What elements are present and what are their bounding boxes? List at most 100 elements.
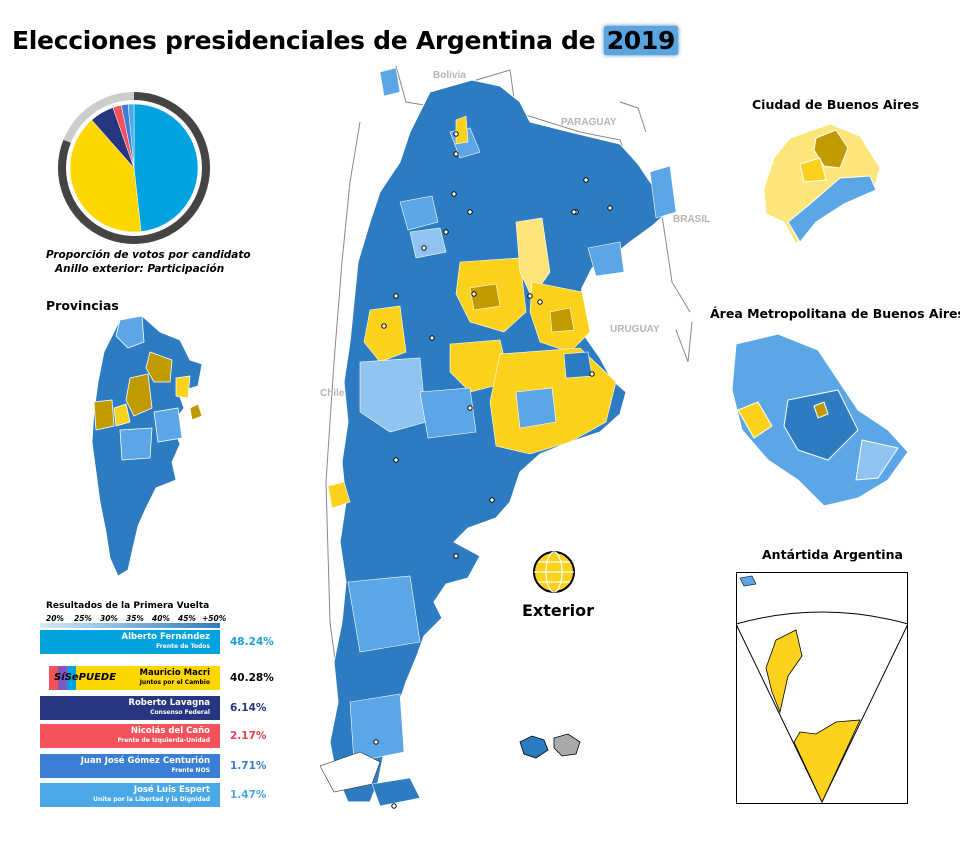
scale-tick: 30% bbox=[100, 614, 118, 623]
province-san-luis bbox=[113, 403, 131, 427]
country-bolivia: Bolivia bbox=[433, 70, 466, 81]
malvinas-east bbox=[553, 733, 581, 757]
province-jujuy-salta bbox=[115, 315, 145, 349]
region-misiones bbox=[649, 165, 677, 219]
city-marker bbox=[471, 291, 477, 297]
amba-dark bbox=[813, 401, 829, 419]
region-jujuy bbox=[379, 67, 401, 97]
city-marker bbox=[537, 299, 543, 305]
candidate-row: Roberto Lavagna Consenso Federal bbox=[40, 696, 220, 720]
scale-tick: +50% bbox=[202, 614, 227, 623]
amba-label: Área Metropolitana de Buenos Aires bbox=[710, 306, 960, 321]
candidate-logo bbox=[40, 783, 100, 807]
region-neuquen-yellow bbox=[327, 481, 351, 509]
candidate-row: Nicolás del Caño Frente de Izquierda-Unid… bbox=[40, 724, 220, 748]
amba-map bbox=[731, 333, 909, 507]
city-marker bbox=[453, 151, 459, 157]
globe-icon bbox=[533, 551, 575, 593]
city-marker bbox=[451, 191, 457, 197]
candidate-party: Frente de Izquierda-Unidad bbox=[117, 737, 210, 744]
city-marker bbox=[583, 177, 589, 183]
candidate-row: Alberto Fernández Frente de Todos bbox=[40, 630, 220, 654]
candidate-name: Roberto Lavagna bbox=[128, 698, 210, 708]
region-tierra-del-fuego bbox=[371, 777, 421, 807]
scale-tick: 35% bbox=[126, 614, 144, 623]
provincias-label: Provincias bbox=[46, 298, 119, 313]
city-marker bbox=[467, 209, 473, 215]
candidate-party: Frente NOS bbox=[171, 767, 210, 774]
scale-tick: 20% bbox=[46, 614, 64, 623]
amba-inner bbox=[783, 389, 859, 461]
region-rosario bbox=[549, 307, 575, 333]
exterior-label: Exterior bbox=[522, 601, 595, 620]
candidate-party: Frente de Todos bbox=[156, 643, 210, 650]
city-marker bbox=[421, 245, 427, 251]
title-text: Elecciones presidenciales de Argentina d… bbox=[12, 26, 604, 55]
country-paraguay: PARAGUAY bbox=[561, 117, 617, 128]
city-marker bbox=[443, 229, 449, 235]
candidate-logo bbox=[40, 754, 100, 778]
province-cordoba bbox=[125, 373, 153, 417]
caba-map bbox=[763, 123, 881, 245]
candidate-name: Mauricio Macri bbox=[139, 668, 210, 678]
scale-gradient bbox=[40, 623, 220, 628]
country-chile: Chile bbox=[320, 388, 345, 399]
region-corrientes bbox=[587, 241, 625, 277]
city-marker bbox=[391, 803, 397, 809]
city-marker bbox=[489, 497, 495, 503]
amba-yellow bbox=[737, 401, 773, 439]
city-marker bbox=[453, 553, 459, 559]
scale-tick: 45% bbox=[178, 614, 196, 623]
candidate-party: Juntos por el Cambio bbox=[139, 679, 210, 686]
macri-logo-text: SíSePUEDE bbox=[54, 672, 117, 683]
candidate-percent: 2.17% bbox=[230, 730, 267, 742]
candidate-name: Juan José Gómez Centurión bbox=[80, 756, 210, 766]
caba-label: Ciudad de Buenos Aires bbox=[752, 97, 920, 112]
city-marker bbox=[381, 323, 387, 329]
candidate-row: Juan José Gómez Centurión Frente NOS bbox=[40, 754, 220, 778]
candidate-name: Nicolás del Caño bbox=[130, 726, 210, 736]
page-title: Elecciones presidenciales de Argentina d… bbox=[12, 26, 679, 55]
turnout-ring bbox=[58, 92, 210, 244]
candidate-name: Alberto Fernández bbox=[121, 632, 210, 642]
city-marker bbox=[373, 739, 379, 745]
province-la-pampa bbox=[119, 427, 153, 461]
amba-light bbox=[855, 439, 899, 481]
antartida-islands bbox=[739, 575, 757, 587]
city-marker bbox=[429, 335, 435, 341]
country-brasil: BRASIL bbox=[673, 214, 711, 225]
candidate-percent: 40.28% bbox=[230, 672, 274, 684]
city-marker bbox=[393, 457, 399, 463]
region-cordoba-dark bbox=[469, 283, 501, 311]
vote-share-pie bbox=[58, 92, 210, 244]
malvinas-islands bbox=[519, 733, 581, 759]
candidate-row: José Luis Espert Unite por la Libertad y … bbox=[40, 783, 220, 807]
city-marker bbox=[467, 405, 473, 411]
province-santa-fe bbox=[145, 351, 173, 383]
candidate-logo bbox=[40, 696, 100, 720]
city-marker bbox=[607, 205, 613, 211]
caba-dark-area bbox=[813, 129, 849, 169]
caba-mid-area bbox=[799, 157, 827, 183]
candidate-row: SíSePUEDE Mauricio Macri Juntos por el Cam… bbox=[40, 666, 220, 690]
candidate-percent: 1.47% bbox=[230, 789, 267, 801]
province-mendoza bbox=[93, 399, 115, 431]
malvinas-west bbox=[519, 735, 549, 759]
candidate-logo: SíSePUEDE bbox=[40, 666, 116, 690]
pie-caption-line1: Proporción de votos por candidato bbox=[46, 249, 251, 261]
pie-slice bbox=[133, 103, 199, 232]
region-santa-cruz bbox=[349, 693, 405, 763]
region-tierra-del-fuego-chile bbox=[320, 751, 381, 793]
city-marker bbox=[589, 371, 595, 377]
region-la-rioja bbox=[409, 227, 447, 259]
candidate-party: Consenso Federal bbox=[150, 709, 210, 716]
main-argentina-map bbox=[320, 65, 693, 809]
city-markers bbox=[373, 131, 613, 809]
antartida-label: Antártida Argentina bbox=[762, 547, 903, 562]
province-entre-rios bbox=[175, 375, 191, 399]
antartida-peninsula bbox=[765, 629, 803, 714]
city-marker bbox=[571, 209, 577, 215]
region-mendoza bbox=[363, 305, 407, 363]
city-marker bbox=[453, 131, 459, 137]
candidate-logo bbox=[40, 630, 100, 654]
